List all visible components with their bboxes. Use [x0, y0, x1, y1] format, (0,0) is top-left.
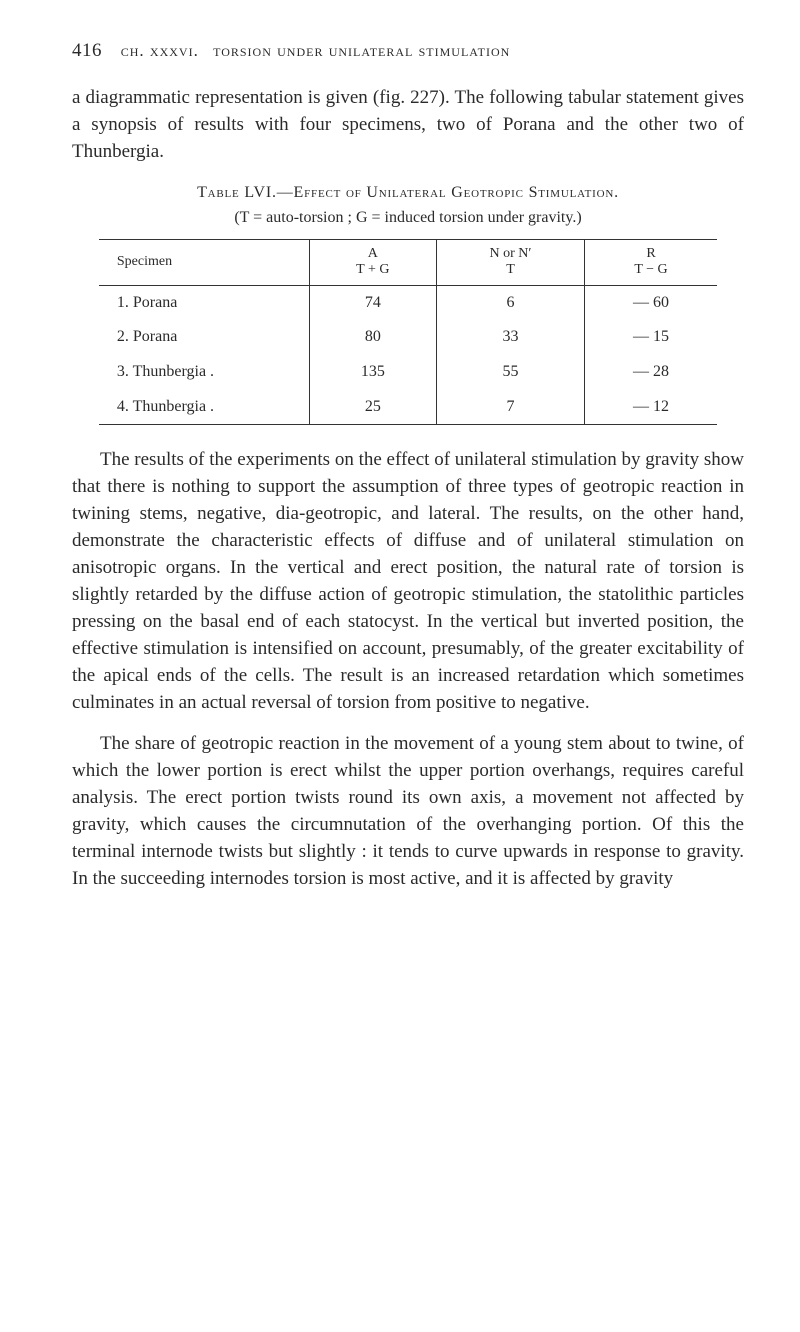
paragraph-2: The results of the experiments on the ef…: [72, 447, 744, 717]
col-n: N or N′ T: [437, 240, 585, 285]
cell-specimen: 2. Porana: [99, 320, 309, 355]
cell-n: 33: [437, 320, 585, 355]
table-row: 3. Thunbergia . 135 55 — 28: [99, 355, 717, 390]
paragraph-3: The share of geotropic reaction in the m…: [72, 731, 744, 893]
chapter-label: ch. xxxvi.: [121, 41, 199, 60]
cell-specimen: 3. Thunbergia .: [99, 355, 309, 390]
cell-a: 25: [309, 390, 437, 425]
cell-r: — 15: [584, 320, 717, 355]
running-header: 416 ch. xxxvi. torsion under unilateral …: [72, 38, 744, 65]
cell-a: 80: [309, 320, 437, 355]
cell-r: — 12: [584, 390, 717, 425]
cell-n: 55: [437, 355, 585, 390]
cell-specimen: 4. Thunbergia .: [99, 390, 309, 425]
col-r: R T − G: [584, 240, 717, 285]
col-specimen: Specimen: [99, 240, 309, 285]
table-row: 2. Porana 80 33 — 15: [99, 320, 717, 355]
table-caption: Table LVI.—Effect of Unilateral Geotropi…: [72, 182, 744, 205]
cell-n: 6: [437, 285, 585, 320]
cell-r: — 28: [584, 355, 717, 390]
paragraph-1: a diagrammatic representation is given (…: [72, 85, 744, 166]
table-row: 4. Thunbergia . 25 7 — 12: [99, 390, 717, 425]
header-title: torsion under unilateral stimulation: [213, 41, 510, 60]
table-subcaption: (T = auto-torsion ; G = induced torsion …: [72, 207, 744, 230]
col-a: A T + G: [309, 240, 437, 285]
table-row: 1. Porana 74 6 — 60: [99, 285, 717, 320]
results-table: Specimen A T + G N or N′ T R T − G: [99, 239, 717, 425]
cell-r: — 60: [584, 285, 717, 320]
cell-a: 135: [309, 355, 437, 390]
cell-n: 7: [437, 390, 585, 425]
cell-specimen: 1. Porana: [99, 285, 309, 320]
table-header-row: Specimen A T + G N or N′ T R T − G: [99, 240, 717, 285]
page-number: 416: [72, 40, 102, 61]
cell-a: 74: [309, 285, 437, 320]
